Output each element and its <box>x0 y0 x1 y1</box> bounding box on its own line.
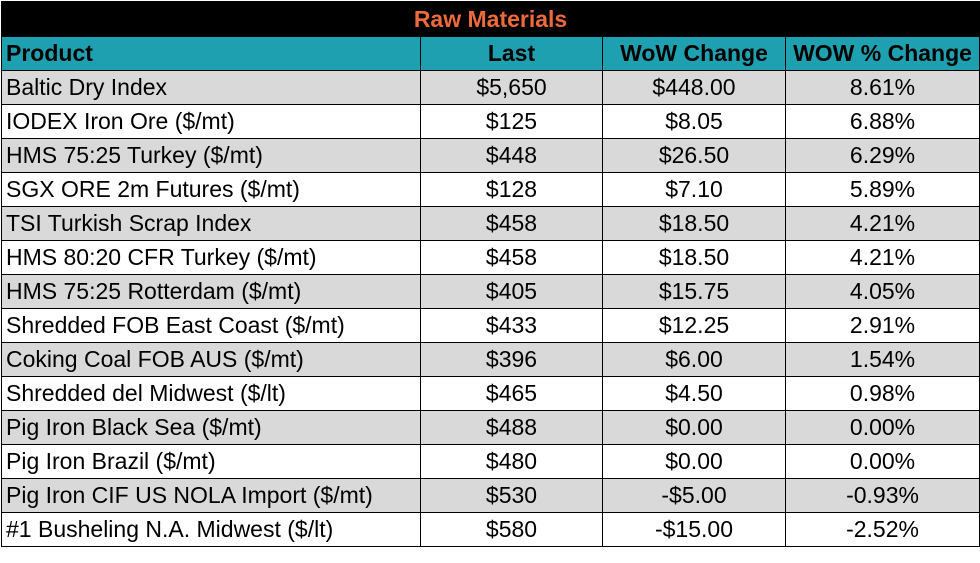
table-row: Pig Iron CIF US NOLA Import ($/mt) $530 -$… <box>1 478 980 513</box>
table-row: IODEX Iron Ore ($/mt) $125 $8.05 6.88% <box>1 104 980 139</box>
cell-wow-pct: 4.05% <box>784 274 980 309</box>
header-last: Last <box>420 36 603 71</box>
cell-wow-change: $7.10 <box>602 172 786 207</box>
cell-last: $396 <box>420 342 603 377</box>
cell-last: $125 <box>420 104 603 139</box>
cell-last: $128 <box>420 172 603 207</box>
cell-wow-change: $15.75 <box>602 274 786 309</box>
cell-wow-pct: 6.29% <box>784 138 980 173</box>
cell-wow-change: -$15.00 <box>602 512 786 547</box>
cell-last: $433 <box>420 308 603 343</box>
table-row: Pig Iron Black Sea ($/mt) $488 $0.00 0.00% <box>1 410 980 445</box>
cell-last: $488 <box>420 410 603 445</box>
cell-wow-pct: 4.21% <box>784 240 980 275</box>
cell-last: $458 <box>420 240 603 275</box>
cell-wow-change: $448.00 <box>602 70 786 105</box>
cell-wow-change: $4.50 <box>602 376 786 411</box>
cell-wow-pct: -2.52% <box>784 512 980 547</box>
table-row: TSI Turkish Scrap Index $458 $18.50 4.21% <box>1 206 980 241</box>
cell-product: #1 Busheling N.A. Midwest ($/lt) <box>1 512 421 547</box>
cell-wow-pct: 6.88% <box>784 104 980 139</box>
table-row: Shredded del Midwest ($/lt) $465 $4.50 0.98… <box>1 376 980 411</box>
cell-wow-change: $18.50 <box>602 240 786 275</box>
cell-wow-pct: -0.93% <box>784 478 980 513</box>
header-row: Product Last WoW Change WOW % Change <box>1 36 980 71</box>
header-wow-pct: WOW % Change <box>784 36 980 71</box>
cell-product: Shredded FOB East Coast ($/mt) <box>1 308 421 343</box>
cell-wow-pct: 4.21% <box>784 206 980 241</box>
cell-last: $530 <box>420 478 603 513</box>
table-row: #1 Busheling N.A. Midwest ($/lt) $580 -$15… <box>1 512 980 547</box>
header-wow-change: WoW Change <box>602 36 786 71</box>
cell-last: $5,650 <box>420 70 603 105</box>
cell-product: HMS 80:20 CFR Turkey ($/mt) <box>1 240 421 275</box>
cell-last: $480 <box>420 444 603 479</box>
cell-wow-change: $18.50 <box>602 206 786 241</box>
cell-product: Pig Iron CIF US NOLA Import ($/mt) <box>1 478 421 513</box>
cell-wow-change: $12.25 <box>602 308 786 343</box>
cell-last: $405 <box>420 274 603 309</box>
table-row: HMS 75:25 Rotterdam ($/mt) $405 $15.75 4.05… <box>1 274 980 309</box>
raw-materials-table: Raw Materials Product Last WoW Change WO… <box>0 1 980 547</box>
title-row: Raw Materials <box>0 1 980 37</box>
table-row: HMS 75:25 Turkey ($/mt) $448 $26.50 6.29% <box>1 138 980 173</box>
cell-product: Pig Iron Black Sea ($/mt) <box>1 410 421 445</box>
table-row: HMS 80:20 CFR Turkey ($/mt) $458 $18.50 4.2… <box>1 240 980 275</box>
cell-wow-change: -$5.00 <box>602 478 786 513</box>
header-product: Product <box>1 36 421 71</box>
cell-wow-change: $26.50 <box>602 138 786 173</box>
table-title: Raw Materials <box>0 1 980 37</box>
cell-wow-pct: 5.89% <box>784 172 980 207</box>
cell-product: Shredded del Midwest ($/lt) <box>1 376 421 411</box>
cell-wow-pct: 0.98% <box>784 376 980 411</box>
cell-wow-pct: 0.00% <box>784 444 980 479</box>
cell-product: HMS 75:25 Turkey ($/mt) <box>1 138 421 173</box>
cell-product: Baltic Dry Index <box>1 70 421 105</box>
cell-wow-pct: 1.54% <box>784 342 980 377</box>
cell-last: $458 <box>420 206 603 241</box>
cell-wow-change: $0.00 <box>602 410 786 445</box>
cell-wow-pct: 8.61% <box>784 70 980 105</box>
table-row: Coking Coal FOB AUS ($/mt) $396 $6.00 1.54% <box>1 342 980 377</box>
table-row: Baltic Dry Index $5,650 $448.00 8.61% <box>1 70 980 105</box>
table-row: SGX ORE 2m Futures ($/mt) $128 $7.10 5.89% <box>1 172 980 207</box>
cell-wow-pct: 2.91% <box>784 308 980 343</box>
cell-product: TSI Turkish Scrap Index <box>1 206 421 241</box>
cell-product: SGX ORE 2m Futures ($/mt) <box>1 172 421 207</box>
cell-wow-change: $6.00 <box>602 342 786 377</box>
cell-last: $448 <box>420 138 603 173</box>
cell-product: Coking Coal FOB AUS ($/mt) <box>1 342 421 377</box>
cell-product: IODEX Iron Ore ($/mt) <box>1 104 421 139</box>
cell-wow-change: $8.05 <box>602 104 786 139</box>
cell-wow-change: $0.00 <box>602 444 786 479</box>
table-row: Pig Iron Brazil ($/mt) $480 $0.00 0.00% <box>1 444 980 479</box>
cell-product: HMS 75:25 Rotterdam ($/mt) <box>1 274 421 309</box>
cell-last: $465 <box>420 376 603 411</box>
cell-wow-pct: 0.00% <box>784 410 980 445</box>
cell-last: $580 <box>420 512 603 547</box>
table-row: Shredded FOB East Coast ($/mt) $433 $12.25… <box>1 308 980 343</box>
cell-product: Pig Iron Brazil ($/mt) <box>1 444 421 479</box>
